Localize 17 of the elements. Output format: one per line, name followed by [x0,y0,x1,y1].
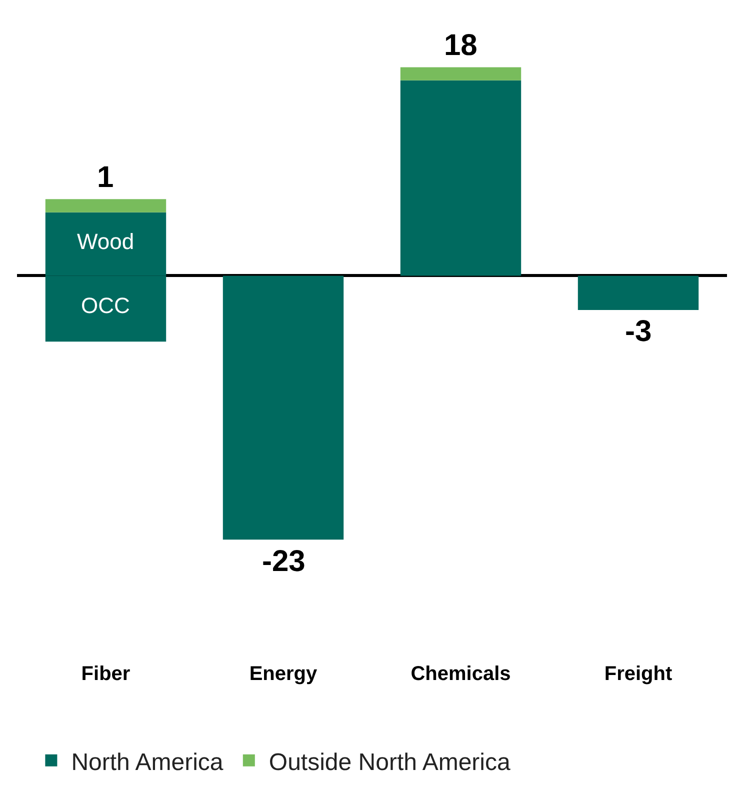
legend-label: North America [71,748,224,776]
annotation: OCC [81,293,130,318]
x-tick-label: Freight [604,663,672,685]
annotation: 18 [444,29,478,62]
bar [578,276,699,310]
legend-label: Outside North America [268,748,511,776]
annotation: 1 [97,161,114,194]
bar [400,80,522,276]
annotation: Wood [77,229,134,254]
x-tick-label: Chemicals [410,663,511,685]
annotation: -23 [262,545,306,578]
bar [222,276,344,540]
x-tick-label: Fiber [81,663,130,685]
x-tick-label: Energy [249,663,318,685]
bar [45,199,166,212]
annotation: -3 [625,315,652,348]
bar [400,67,522,80]
